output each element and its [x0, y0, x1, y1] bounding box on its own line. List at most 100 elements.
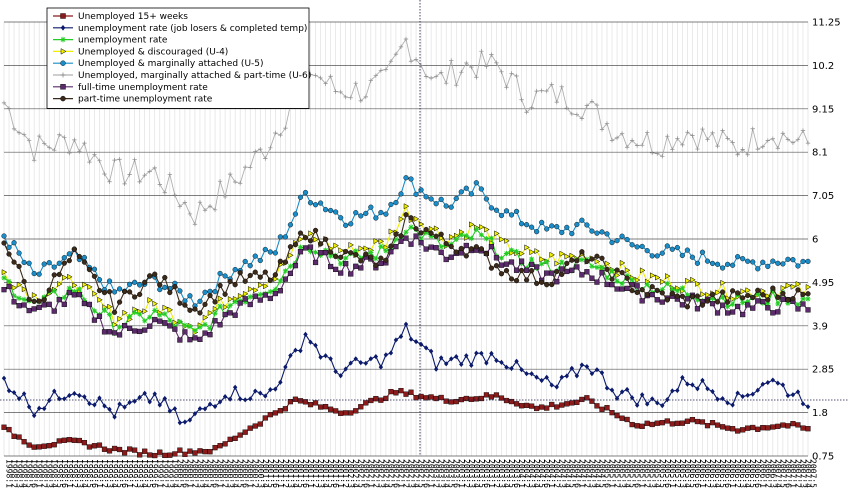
x-tick-label: 2004:5	[567, 459, 576, 488]
x-tick-label: 2003:1	[457, 459, 466, 488]
y-tick-label: 9.15	[812, 104, 834, 115]
data-point	[795, 302, 801, 308]
data-point	[307, 200, 314, 206]
x-tick-label: 2000:4	[200, 459, 209, 488]
data-point	[488, 205, 495, 211]
data-point	[513, 278, 520, 284]
x-tick-label: 2000:6	[180, 459, 189, 488]
data-point	[162, 320, 168, 326]
data-point	[107, 303, 113, 310]
data-point	[720, 395, 725, 402]
x-tick-label: 2004:4	[532, 459, 541, 488]
data-point	[282, 268, 288, 274]
data-point	[418, 236, 424, 242]
x-tick-label: 2004:4	[592, 459, 601, 488]
data-point	[267, 277, 273, 284]
data-point	[283, 125, 288, 131]
data-point	[182, 200, 188, 205]
data-point	[765, 138, 770, 143]
data-point	[438, 244, 444, 250]
data-point	[438, 70, 444, 75]
data-point	[227, 436, 233, 442]
data-point	[564, 401, 570, 407]
data-point	[328, 207, 334, 214]
data-point	[740, 295, 746, 301]
data-point	[283, 364, 288, 370]
data-point	[795, 306, 801, 312]
data-point	[529, 224, 535, 230]
x-tick-label: 1999:5	[145, 459, 154, 488]
data-point	[142, 390, 147, 396]
data-point	[177, 337, 183, 343]
data-point	[418, 393, 424, 400]
data-point	[137, 291, 143, 298]
data-point	[212, 299, 218, 305]
data-point	[594, 230, 600, 236]
data-point	[222, 291, 228, 297]
data-point	[56, 438, 62, 444]
data-point	[679, 420, 685, 426]
data-point	[498, 262, 505, 268]
data-point	[232, 299, 238, 305]
data-point	[574, 112, 580, 117]
data-point	[468, 235, 474, 242]
data-point	[101, 446, 108, 452]
data-point	[167, 323, 173, 329]
data-point	[569, 400, 575, 406]
data-point	[282, 406, 289, 412]
data-point	[116, 324, 123, 330]
data-point	[619, 389, 625, 395]
x-tick-label: 2004:1	[577, 459, 586, 488]
data-point	[106, 289, 113, 295]
x-tick-label: 2005:2	[643, 459, 652, 488]
data-point	[162, 311, 168, 317]
data-point	[433, 245, 439, 251]
x-tick-label: 2002:3	[346, 459, 355, 488]
data-point	[710, 130, 715, 136]
data-point	[695, 280, 701, 287]
data-point	[765, 305, 771, 311]
data-point	[549, 281, 555, 288]
data-point	[780, 290, 786, 297]
data-point	[534, 264, 540, 270]
x-tick-label: 2000:3	[256, 459, 265, 488]
data-point	[96, 442, 103, 448]
data-point	[735, 290, 741, 296]
data-point	[217, 303, 223, 309]
data-point	[494, 60, 499, 66]
data-point	[117, 401, 122, 407]
data-point	[624, 416, 630, 423]
data-point	[222, 311, 228, 318]
data-point	[277, 258, 283, 264]
data-point	[488, 244, 495, 250]
data-point	[11, 299, 17, 305]
data-point	[438, 355, 444, 361]
data-point	[599, 264, 605, 270]
data-point	[694, 418, 701, 425]
data-point	[795, 287, 801, 293]
data-point	[740, 393, 745, 400]
data-point	[6, 388, 12, 394]
data-point	[709, 291, 716, 298]
y-tick-label: 7.05	[812, 191, 834, 202]
data-point	[61, 255, 67, 261]
data-point	[373, 215, 379, 221]
data-point	[704, 423, 711, 429]
data-point	[594, 279, 600, 285]
data-point	[393, 244, 399, 250]
x-tick-label: 2006:2	[733, 459, 742, 488]
data-point	[257, 274, 263, 280]
x-tick-label: 2006:5	[748, 459, 757, 488]
data-point	[378, 260, 384, 267]
data-point	[504, 237, 510, 244]
data-point	[232, 266, 238, 273]
data-point	[222, 273, 228, 279]
data-point	[604, 405, 610, 411]
data-point	[629, 242, 635, 248]
data-point	[16, 130, 22, 135]
data-point	[714, 422, 721, 428]
data-point	[102, 171, 107, 177]
x-tick-label: 2006:1	[698, 459, 707, 488]
data-point	[584, 395, 590, 401]
data-point	[56, 271, 62, 278]
